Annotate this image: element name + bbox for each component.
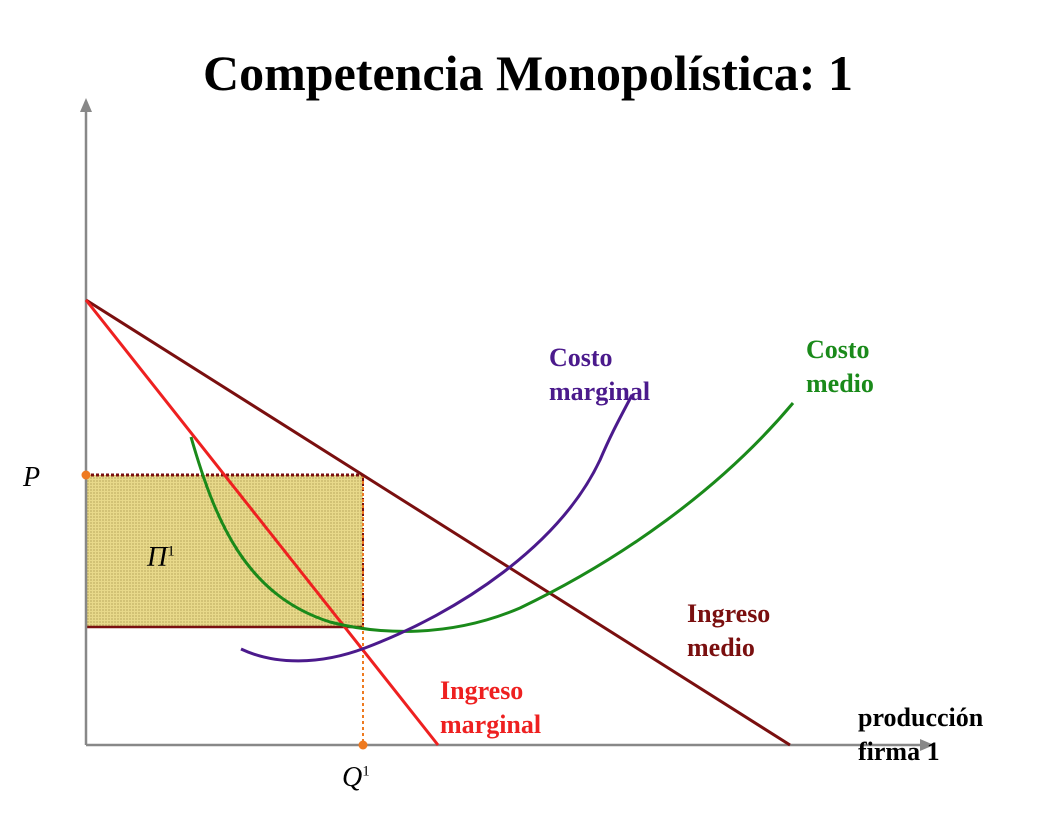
q-letter: Q xyxy=(342,762,363,793)
marginal-revenue-label: Ingreso marginal xyxy=(440,674,541,742)
marginal-cost-curve xyxy=(240,394,634,663)
marginal-cost-label-line1: Costo xyxy=(549,343,613,372)
p-point xyxy=(81,470,91,480)
q-subscript: 1 xyxy=(362,763,370,780)
average-revenue-label: Ingreso medio xyxy=(687,597,770,665)
average-cost-curve xyxy=(189,402,795,633)
q1-point xyxy=(358,740,368,750)
y-axis-arrow xyxy=(80,98,92,112)
marginal-revenue-label-line1: Ingreso xyxy=(440,676,524,705)
average-cost-label-line2: medio xyxy=(806,369,874,398)
marginal-cost-label-line2: marginal xyxy=(549,377,651,406)
marginal-cost-label: Costo marginal xyxy=(549,341,650,409)
marginal-revenue-label-line2: marginal xyxy=(440,710,542,739)
page-title: Competencia Monopolística: 1 xyxy=(203,45,853,101)
y-axis-label: P xyxy=(23,462,41,493)
average-revenue-label-line1: Ingreso xyxy=(687,599,771,628)
profit-area xyxy=(85,474,364,628)
marginal-revenue-curve xyxy=(84,299,440,746)
profit-subscript: 1 xyxy=(167,543,175,560)
x-axis-label-line1: producción xyxy=(858,703,984,732)
average-cost-label-line1: Costo xyxy=(806,335,870,364)
average-revenue-label-line2: medio xyxy=(687,633,755,662)
average-cost-label: Costo medio xyxy=(806,333,874,401)
profit-symbol: Π xyxy=(147,542,168,573)
x-axis-arrow xyxy=(920,739,934,751)
x-axis-label: producción firma 1 xyxy=(858,701,983,769)
average-revenue-curve xyxy=(85,298,791,747)
x-axis-label-line2: firma 1 xyxy=(858,737,940,766)
profit-label: Π1 xyxy=(147,542,175,574)
q1-label: Q1 xyxy=(342,762,370,794)
